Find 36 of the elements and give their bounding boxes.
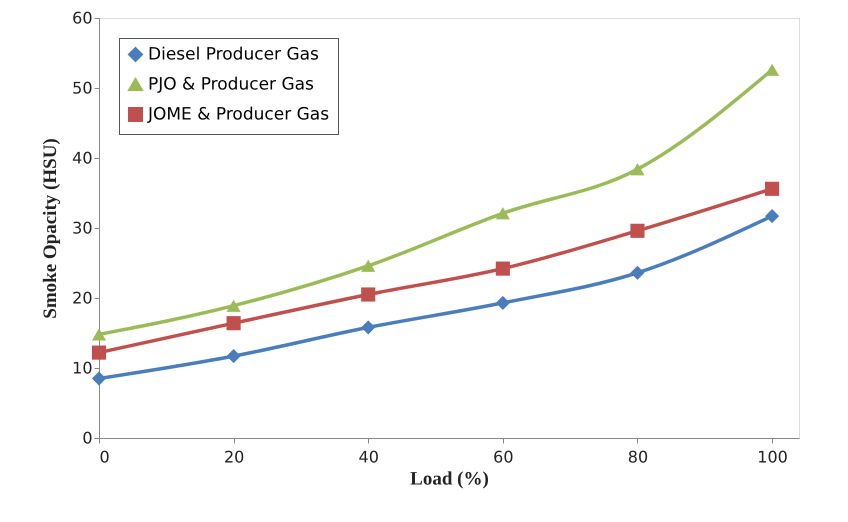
x-tick-label: 40 bbox=[358, 448, 379, 466]
legend-label: JOME & Producer Gas bbox=[147, 104, 330, 124]
point bbox=[496, 296, 510, 310]
point bbox=[630, 163, 645, 176]
point bbox=[496, 207, 510, 220]
x-tick-label: 20 bbox=[224, 448, 244, 466]
point bbox=[226, 316, 241, 330]
point bbox=[496, 262, 510, 276]
x-tick-label: 60 bbox=[493, 448, 514, 466]
point bbox=[92, 371, 106, 386]
point bbox=[630, 266, 645, 280]
y-tick-label: 40 bbox=[72, 148, 92, 168]
x-axis-title: Load (%) bbox=[410, 468, 489, 490]
point bbox=[92, 328, 106, 341]
y-tick-label: 20 bbox=[72, 288, 92, 308]
x-tick-label: 0 bbox=[100, 448, 110, 466]
point bbox=[630, 224, 645, 238]
y-axis-title: Smoke Opacity (HSU) bbox=[40, 138, 62, 319]
x-tick-label: 100 bbox=[757, 448, 788, 466]
point bbox=[226, 349, 241, 364]
y-tick-label: 60 bbox=[72, 8, 92, 28]
point bbox=[226, 300, 241, 312]
y-tick-label: 0 bbox=[82, 428, 92, 448]
point bbox=[361, 287, 376, 302]
legend-label: Diesel Producer Gas bbox=[148, 44, 320, 64]
y-tick-label: 10 bbox=[72, 358, 92, 378]
y-tick-label: 30 bbox=[72, 218, 92, 238]
point bbox=[765, 64, 780, 76]
point bbox=[361, 320, 376, 334]
x-tick-label: 80 bbox=[628, 448, 648, 466]
point bbox=[765, 209, 780, 224]
point bbox=[92, 346, 106, 360]
point bbox=[361, 260, 376, 272]
point bbox=[765, 182, 780, 196]
y-tick-label: 50 bbox=[72, 78, 92, 98]
legend-label: PJO & Producer Gas bbox=[148, 74, 314, 94]
